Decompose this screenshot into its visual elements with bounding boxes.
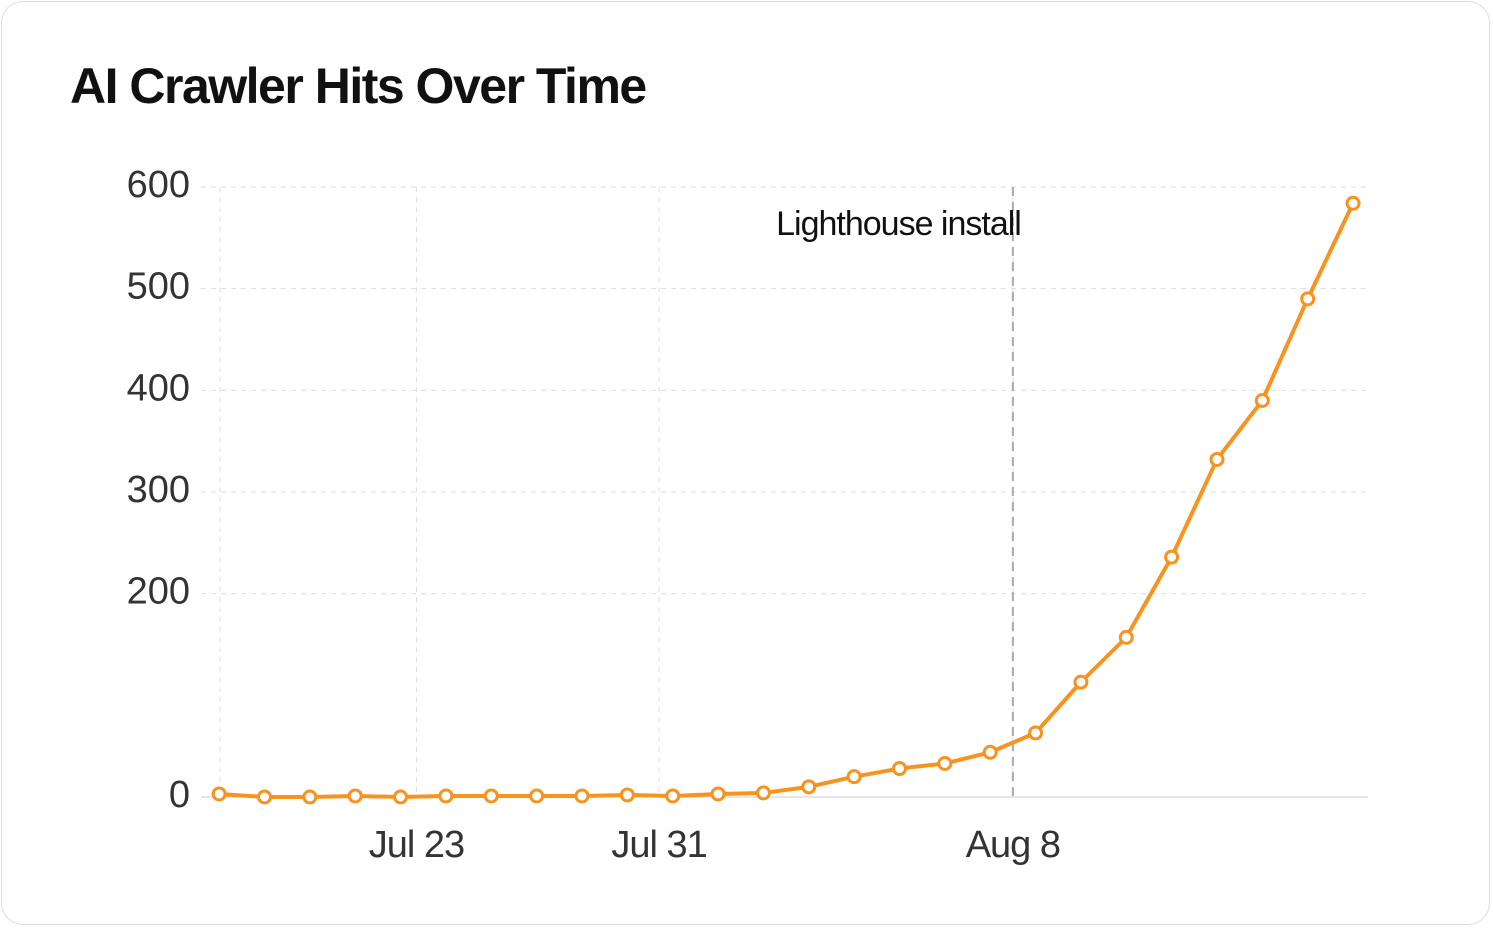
y-tick-label: 600 (127, 164, 190, 206)
point (347, 788, 363, 804)
point (1300, 291, 1316, 307)
point (1345, 195, 1361, 211)
y-tick-label: 0 (169, 774, 190, 816)
point (846, 769, 862, 785)
point (1028, 725, 1044, 741)
point (891, 761, 907, 777)
point (619, 787, 635, 803)
point (1209, 451, 1225, 467)
point (483, 788, 499, 804)
x-tick-label: Jul 31 (611, 824, 706, 866)
point (393, 789, 409, 805)
point (937, 755, 953, 771)
point (529, 788, 545, 804)
point (710, 786, 726, 802)
point (574, 788, 590, 804)
point (801, 779, 817, 795)
point (755, 785, 771, 801)
point (256, 789, 272, 805)
y-tick-label: 200 (127, 571, 190, 613)
y-tick-label: 500 (127, 266, 190, 308)
y-tick-label: 300 (127, 469, 190, 511)
point (1254, 393, 1270, 408)
point (211, 786, 227, 802)
point (302, 789, 318, 805)
annotation-label: Lighthouse install (776, 205, 1021, 243)
point (1073, 674, 1089, 690)
line (219, 202, 1355, 799)
chart-title: AI Crawler Hits Over Time (70, 58, 646, 114)
point (1118, 629, 1134, 645)
x-tick-label: Aug 8 (966, 824, 1060, 866)
point (1164, 549, 1180, 565)
point (982, 744, 998, 760)
point (665, 788, 681, 804)
y-tick-label: 400 (127, 367, 190, 409)
x-tick-label: Jul 23 (369, 824, 464, 866)
point (438, 788, 454, 804)
